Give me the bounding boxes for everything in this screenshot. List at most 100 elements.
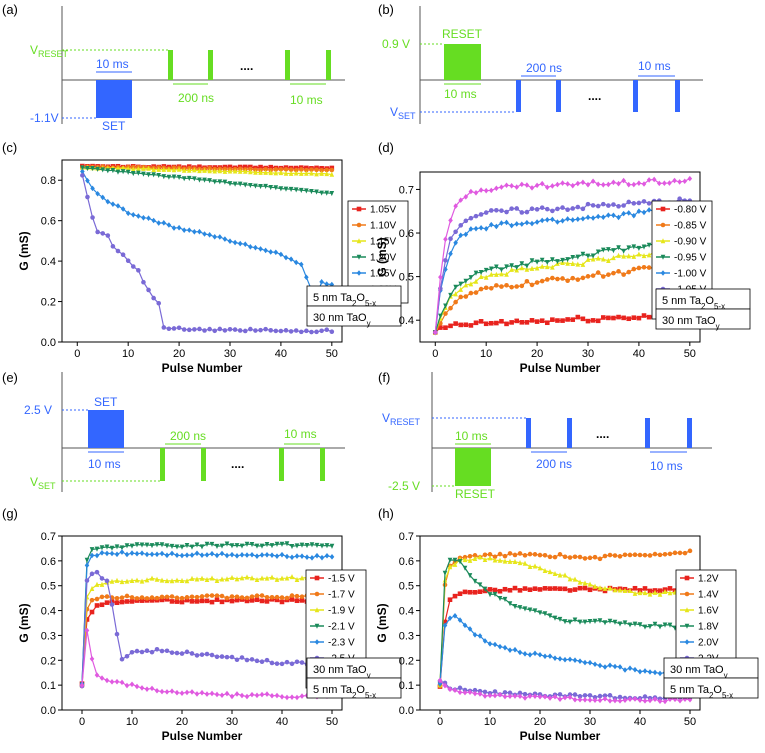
data-point — [497, 596, 503, 602]
data-point — [646, 252, 652, 258]
data-point — [110, 167, 116, 174]
y-tick-label: 0.2 — [41, 297, 56, 309]
data-point — [547, 554, 553, 560]
data-point — [492, 557, 498, 563]
data-point — [560, 257, 565, 263]
data-point — [197, 164, 202, 170]
data-point — [677, 196, 682, 202]
data-point — [622, 620, 628, 626]
data-point — [542, 553, 548, 558]
data-point — [324, 190, 330, 196]
data-point — [229, 543, 235, 549]
data-point — [120, 169, 126, 175]
data-point — [602, 620, 608, 626]
data-point — [626, 316, 632, 322]
data-point — [94, 546, 100, 552]
data-point — [119, 578, 125, 585]
data-point — [544, 277, 550, 282]
data-point — [248, 166, 253, 172]
data-point — [119, 549, 125, 555]
data-point — [204, 651, 210, 657]
data-point — [304, 188, 309, 194]
data-point — [254, 593, 260, 599]
data-point — [627, 587, 633, 594]
b-reset-pulse — [444, 44, 481, 80]
data-point — [448, 323, 453, 329]
data-point — [660, 206, 666, 212]
data-point — [314, 189, 319, 195]
data-point — [237, 181, 243, 187]
data-point — [473, 290, 479, 295]
data-point — [672, 550, 678, 556]
data-point — [244, 598, 250, 604]
data-point — [472, 590, 478, 595]
data-point — [149, 551, 155, 558]
data-point — [517, 690, 523, 696]
data-point — [652, 621, 658, 627]
data-point — [189, 552, 195, 558]
data-point — [94, 603, 100, 608]
data-point — [309, 329, 314, 335]
data-point — [84, 627, 90, 634]
data-point — [209, 593, 215, 598]
data-point — [224, 595, 230, 601]
data-point — [139, 550, 145, 556]
data-point — [184, 578, 190, 584]
data-point — [144, 542, 150, 548]
data-point — [547, 613, 553, 619]
legend-entry: -1.7 V — [328, 590, 355, 601]
y-tick-label: 0.7 — [41, 531, 56, 543]
data-point — [517, 551, 523, 556]
data-point — [462, 565, 468, 571]
data-point — [174, 595, 180, 601]
data-point — [217, 326, 223, 332]
data-point — [212, 234, 218, 240]
data-point — [279, 661, 285, 667]
data-point — [642, 624, 648, 630]
data-point — [657, 624, 663, 630]
data-point — [289, 554, 295, 561]
data-point — [174, 689, 180, 696]
data-point — [244, 552, 250, 558]
data-point — [105, 198, 111, 205]
data-point — [626, 269, 632, 275]
data-point — [269, 692, 275, 699]
data-point — [497, 551, 503, 557]
data-point — [582, 580, 588, 586]
b-pulse-label: RESET — [442, 27, 483, 41]
data-point — [647, 553, 653, 558]
data-point — [532, 608, 538, 614]
data-point — [504, 321, 509, 327]
x-tick-label: 10 — [126, 716, 138, 728]
data-point — [632, 585, 638, 591]
data-point — [234, 553, 240, 559]
data-point — [443, 311, 448, 316]
data-point — [299, 660, 305, 665]
data-point — [483, 274, 489, 280]
data-point — [452, 557, 458, 563]
data-point — [314, 591, 320, 597]
data-point — [274, 661, 280, 666]
data-point — [151, 166, 156, 172]
data-point — [115, 169, 121, 175]
data-point — [174, 552, 180, 559]
data-point — [259, 598, 265, 604]
data-point — [587, 581, 593, 587]
data-point — [483, 225, 489, 232]
data-point — [242, 164, 248, 170]
data-point — [544, 216, 550, 223]
data-point — [522, 553, 528, 558]
data-point — [274, 692, 280, 699]
data-point — [557, 696, 563, 703]
data-point — [298, 329, 304, 335]
data-point — [219, 593, 225, 599]
data-point — [156, 166, 162, 172]
data-point — [269, 552, 275, 558]
data-point — [547, 653, 553, 659]
data-point — [264, 594, 270, 600]
data-point — [642, 586, 648, 591]
data-point — [209, 652, 215, 658]
x-tick-label: 10 — [480, 348, 492, 360]
data-point — [641, 265, 647, 270]
data-point — [458, 223, 464, 228]
